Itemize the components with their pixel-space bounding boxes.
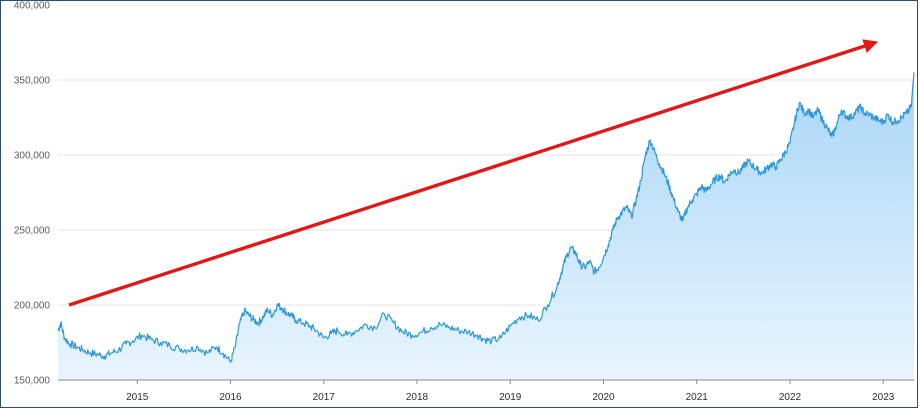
x-tick-label: 2022 bbox=[779, 392, 802, 403]
series-line bbox=[57, 72, 915, 363]
x-tick-label: 2021 bbox=[686, 392, 709, 403]
y-tick-label: 200,000 bbox=[14, 301, 51, 312]
y-tick-label: 300,000 bbox=[14, 151, 51, 162]
x-tick-label: 2018 bbox=[406, 392, 429, 403]
x-axis-ticks: 2015 2016 2017 2018 2019 2020 2021 2022 2023 bbox=[126, 380, 895, 403]
y-tick-label: 400,000 bbox=[14, 1, 51, 12]
price-series-line bbox=[57, 72, 915, 363]
y-tick-label: 350,000 bbox=[14, 76, 51, 87]
y-tick-label: 150,000 bbox=[14, 376, 51, 387]
trend-arrow bbox=[68, 39, 879, 307]
x-tick-label: 2019 bbox=[499, 392, 522, 403]
trend-arrow-line bbox=[68, 39, 879, 307]
area-fill bbox=[58, 72, 914, 380]
x-tick-label: 2017 bbox=[313, 392, 336, 403]
y-tick-label: 250,000 bbox=[14, 226, 51, 237]
y-axis-ticks: 150,000 200,000 250,000 300,000 350,000 400,0… bbox=[14, 1, 51, 387]
area-series-fill bbox=[58, 72, 914, 380]
x-tick-label: 2020 bbox=[592, 392, 615, 403]
x-tick-label: 2016 bbox=[219, 392, 242, 403]
x-tick-label: 2023 bbox=[872, 392, 895, 403]
x-tick-label: 2015 bbox=[126, 392, 149, 403]
